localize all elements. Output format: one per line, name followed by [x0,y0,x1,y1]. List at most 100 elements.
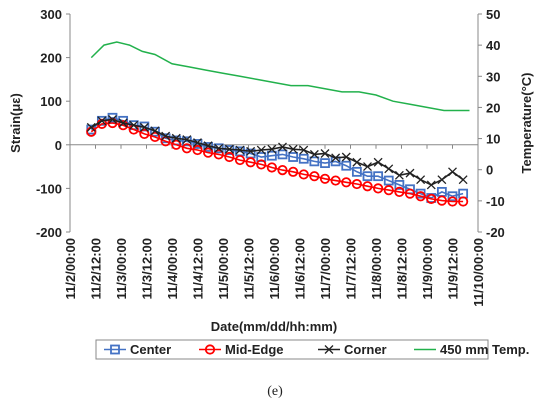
data-point-mid-edge [160,136,171,147]
data-point-corner [331,153,341,163]
y-tick-label: 0 [55,138,62,153]
x-tick-label: 11/4/12:00 [191,238,206,299]
data-point-corner [437,175,447,185]
legend-item-corner: Corner [318,342,387,357]
data-point-corner [97,116,107,126]
data-point-center [447,191,458,202]
legend-marker-corner [324,345,334,354]
data-point-mid-edge [277,164,288,176]
x-tick-label: 11/7/00:00 [318,238,333,299]
data-point-corner [394,170,404,180]
legend-label-corner: Corner [344,342,387,357]
legend-item-mid-edge: Mid-Edge [199,342,284,357]
data-point-corner [405,168,415,178]
data-point-mid-edge [298,169,309,180]
data-point-corner [224,144,234,154]
y-axis-title: Strain(με) [8,93,23,153]
data-point-corner [320,149,330,158]
legend-label-mid-edge: Mid-Edge [225,342,284,357]
data-point-mid-edge [245,157,256,168]
data-point-center [383,175,394,186]
data-point-corner [352,157,362,167]
x-axis-title: Date(mm/dd/hh:mm) [211,319,337,334]
data-point-center [298,153,309,164]
data-point-corner [203,141,213,151]
data-point-corner [118,118,128,128]
data-point-mid-edge [171,139,182,150]
data-point-mid-edge [319,173,331,184]
data-point-center [309,156,320,167]
x-tick-label: 11/3/00:00 [114,238,129,299]
x-tick-label: 11/9/00:00 [420,238,435,299]
legend: Center Mid-Edge Corner 450 mm Temp. [95,339,529,360]
legend-marker-center [110,344,120,355]
data-point-center [351,166,362,177]
series-450-mm-temp [90,41,470,112]
legend-label-450-mm-temp: 450 mm Temp. [440,342,529,357]
data-point-corner [171,133,181,143]
data-point-corner [246,146,256,156]
x-tick-label: 11/8/00:00 [369,238,384,299]
tick-labels: -200-1000100200300-20-100102030405011/2/… [36,7,505,307]
data-point-corner [129,120,139,130]
data-point-corner [299,145,309,155]
data-point-corner [278,142,287,152]
data-point-center [320,158,330,169]
data-point-corner [373,157,383,167]
x-tick-label: 11/7/12:00 [344,238,359,299]
data-point-mid-edge [341,177,352,188]
y2-tick-label: 20 [486,100,500,115]
data-point-mid-edge [362,181,373,192]
data-point-mid-edge [373,183,384,194]
data-point-mid-edge [192,144,203,156]
legend-marker-mid-edge [204,344,216,355]
data-point-mid-edge [234,154,246,166]
data-point-corner [214,143,224,153]
series-line-mid-edge [90,122,464,203]
data-point-mid-edge [330,175,341,186]
series-mid-edge [86,117,469,207]
legend-item-450-mm-temp: 450 mm Temp. [414,342,529,357]
series-line-corner [90,118,464,186]
data-point-mid-edge [426,193,437,204]
data-point-mid-edge [383,185,394,196]
data-point-corner [139,122,149,132]
data-point-center [362,171,373,182]
data-point-mid-edge [266,162,277,173]
data-point-corner [458,175,468,185]
x-tick-label: 11/2/12:00 [89,238,104,299]
data-point-center [150,126,160,137]
data-point-corner [416,175,426,185]
y2-tick-label: 40 [486,38,500,53]
series-corner [86,115,468,190]
figure-caption: (e) [267,384,283,399]
y2-tick-label: 0 [486,163,493,178]
legend-label-center: Center [130,342,171,357]
data-point-corner [448,167,457,177]
data-point-corner [108,115,117,124]
y2-tick-label: -10 [486,194,505,209]
data-point-mid-edge [447,196,458,207]
data-point-corner [288,144,298,154]
data-point-mid-edge [139,128,150,139]
data-point-corner [341,152,351,162]
data-point-corner [150,126,160,136]
x-tick-label: 11/9/12:00 [446,238,461,299]
y-tick-label: 300 [40,7,62,22]
data-point-mid-edge [309,171,320,182]
data-point-mid-edge [415,191,426,202]
data-point-center [107,112,118,123]
data-point-mid-edge [436,195,447,206]
x-tick-label: 11/3/12:00 [140,238,155,299]
data-point-center [373,171,384,182]
data-point-center [394,180,405,190]
data-point-corner [86,122,96,132]
x-tick-label: 11/6/12:00 [293,238,308,299]
data-point-mid-edge [224,151,235,163]
y2-tick-label: 30 [486,69,500,84]
legend-item-center: Center [104,342,171,357]
data-point-mid-edge [256,159,267,170]
data-point-mid-edge [404,188,416,199]
chart: -200-1000100200300-20-100102030405011/2/… [8,7,534,360]
y2-tick-label: -20 [486,225,505,240]
